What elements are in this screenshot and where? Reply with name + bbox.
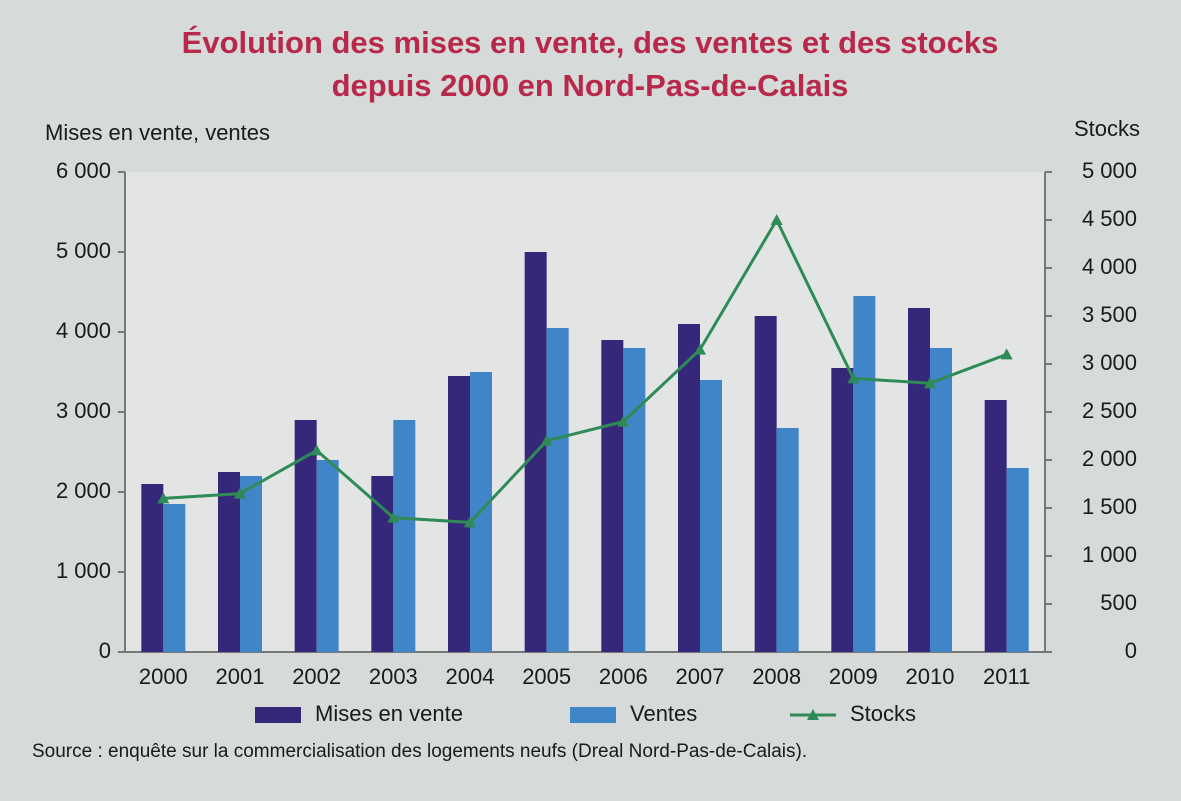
y-tick-label: 5 000 <box>56 238 111 263</box>
y-tick-label: 4 000 <box>56 318 111 343</box>
y-tick-label: 6 000 <box>56 158 111 183</box>
bar <box>294 420 317 652</box>
y2-tick-label: 2 000 <box>1082 446 1137 471</box>
marker <box>770 214 783 225</box>
bar <box>448 376 470 652</box>
x-tick-label: 2001 <box>216 664 265 689</box>
x-tick-label: 2008 <box>752 664 801 689</box>
bar <box>754 316 777 652</box>
bar <box>853 296 876 652</box>
bar <box>984 400 1007 652</box>
y-tick-label: 3 000 <box>56 398 111 423</box>
legend-swatch <box>255 707 301 723</box>
y-axis-label: Mises en vente, ventes <box>45 120 270 145</box>
marker <box>157 492 170 504</box>
marker <box>847 372 860 384</box>
marker <box>617 415 630 427</box>
x-tick-label: 2007 <box>676 664 725 689</box>
y2-tick-label: 3 500 <box>1082 302 1137 327</box>
bar <box>908 308 930 652</box>
y2-tick-label: 5 000 <box>1082 158 1137 183</box>
bar <box>316 460 339 652</box>
marker <box>540 434 553 446</box>
x-tick-label: 2004 <box>446 664 495 689</box>
y2-tick-label: 4 500 <box>1082 206 1137 231</box>
x-tick-label: 2002 <box>292 664 341 689</box>
bar <box>218 472 240 652</box>
bar <box>240 476 262 652</box>
y2-tick-label: 0 <box>1125 638 1137 663</box>
x-tick-label: 2000 <box>139 664 188 689</box>
x-tick-label: 2006 <box>599 664 648 689</box>
x-tick-label: 2010 <box>906 664 955 689</box>
legend-label: Stocks <box>850 701 916 726</box>
bar <box>678 324 700 652</box>
x-tick-label: 2009 <box>829 664 878 689</box>
y2-tick-label: 3 000 <box>1082 350 1137 375</box>
legend-label: Ventes <box>630 701 697 726</box>
marker <box>387 511 400 523</box>
chart-title: Évolution des mises en vente, des ventes… <box>182 25 999 60</box>
legend-marker <box>807 709 819 720</box>
x-tick-label: 2005 <box>522 664 571 689</box>
y2-axis-label: Stocks <box>1074 116 1140 141</box>
x-tick-label: 2011 <box>983 664 1030 689</box>
bar <box>141 484 164 652</box>
marker <box>234 487 246 499</box>
bar <box>831 368 854 652</box>
y-tick-label: 0 <box>99 638 111 663</box>
source: Source : enquête sur la commercialisatio… <box>32 741 807 762</box>
marker <box>924 377 936 389</box>
bar <box>930 348 952 652</box>
y2-tick-label: 2 500 <box>1082 398 1137 423</box>
marker <box>464 516 476 528</box>
line <box>163 216 1008 524</box>
bar <box>776 428 799 652</box>
legend-swatch <box>570 707 616 723</box>
bar <box>393 420 416 652</box>
y-tick-label: 1 000 <box>56 558 111 583</box>
y2-tick-label: 1 500 <box>1082 494 1137 519</box>
chart-title: depuis 2000 en Nord-Pas-de-Calais <box>332 68 849 103</box>
legend-label: Mises en vente <box>315 701 463 726</box>
bar <box>546 328 569 652</box>
y2-tick-label: 4 000 <box>1082 254 1137 279</box>
marker <box>694 343 706 355</box>
bar <box>371 476 394 652</box>
y2-tick-label: 500 <box>1100 590 1137 615</box>
bar <box>700 380 722 652</box>
bar <box>623 348 646 652</box>
bar <box>601 340 624 652</box>
bar <box>1006 468 1029 652</box>
y-tick-label: 2 000 <box>56 478 111 503</box>
marker <box>310 444 323 456</box>
y2-tick-label: 1 000 <box>1082 542 1137 567</box>
marker <box>1000 348 1013 360</box>
plot-area <box>125 172 1045 652</box>
bar <box>163 504 186 652</box>
x-tick-label: 2003 <box>369 664 418 689</box>
